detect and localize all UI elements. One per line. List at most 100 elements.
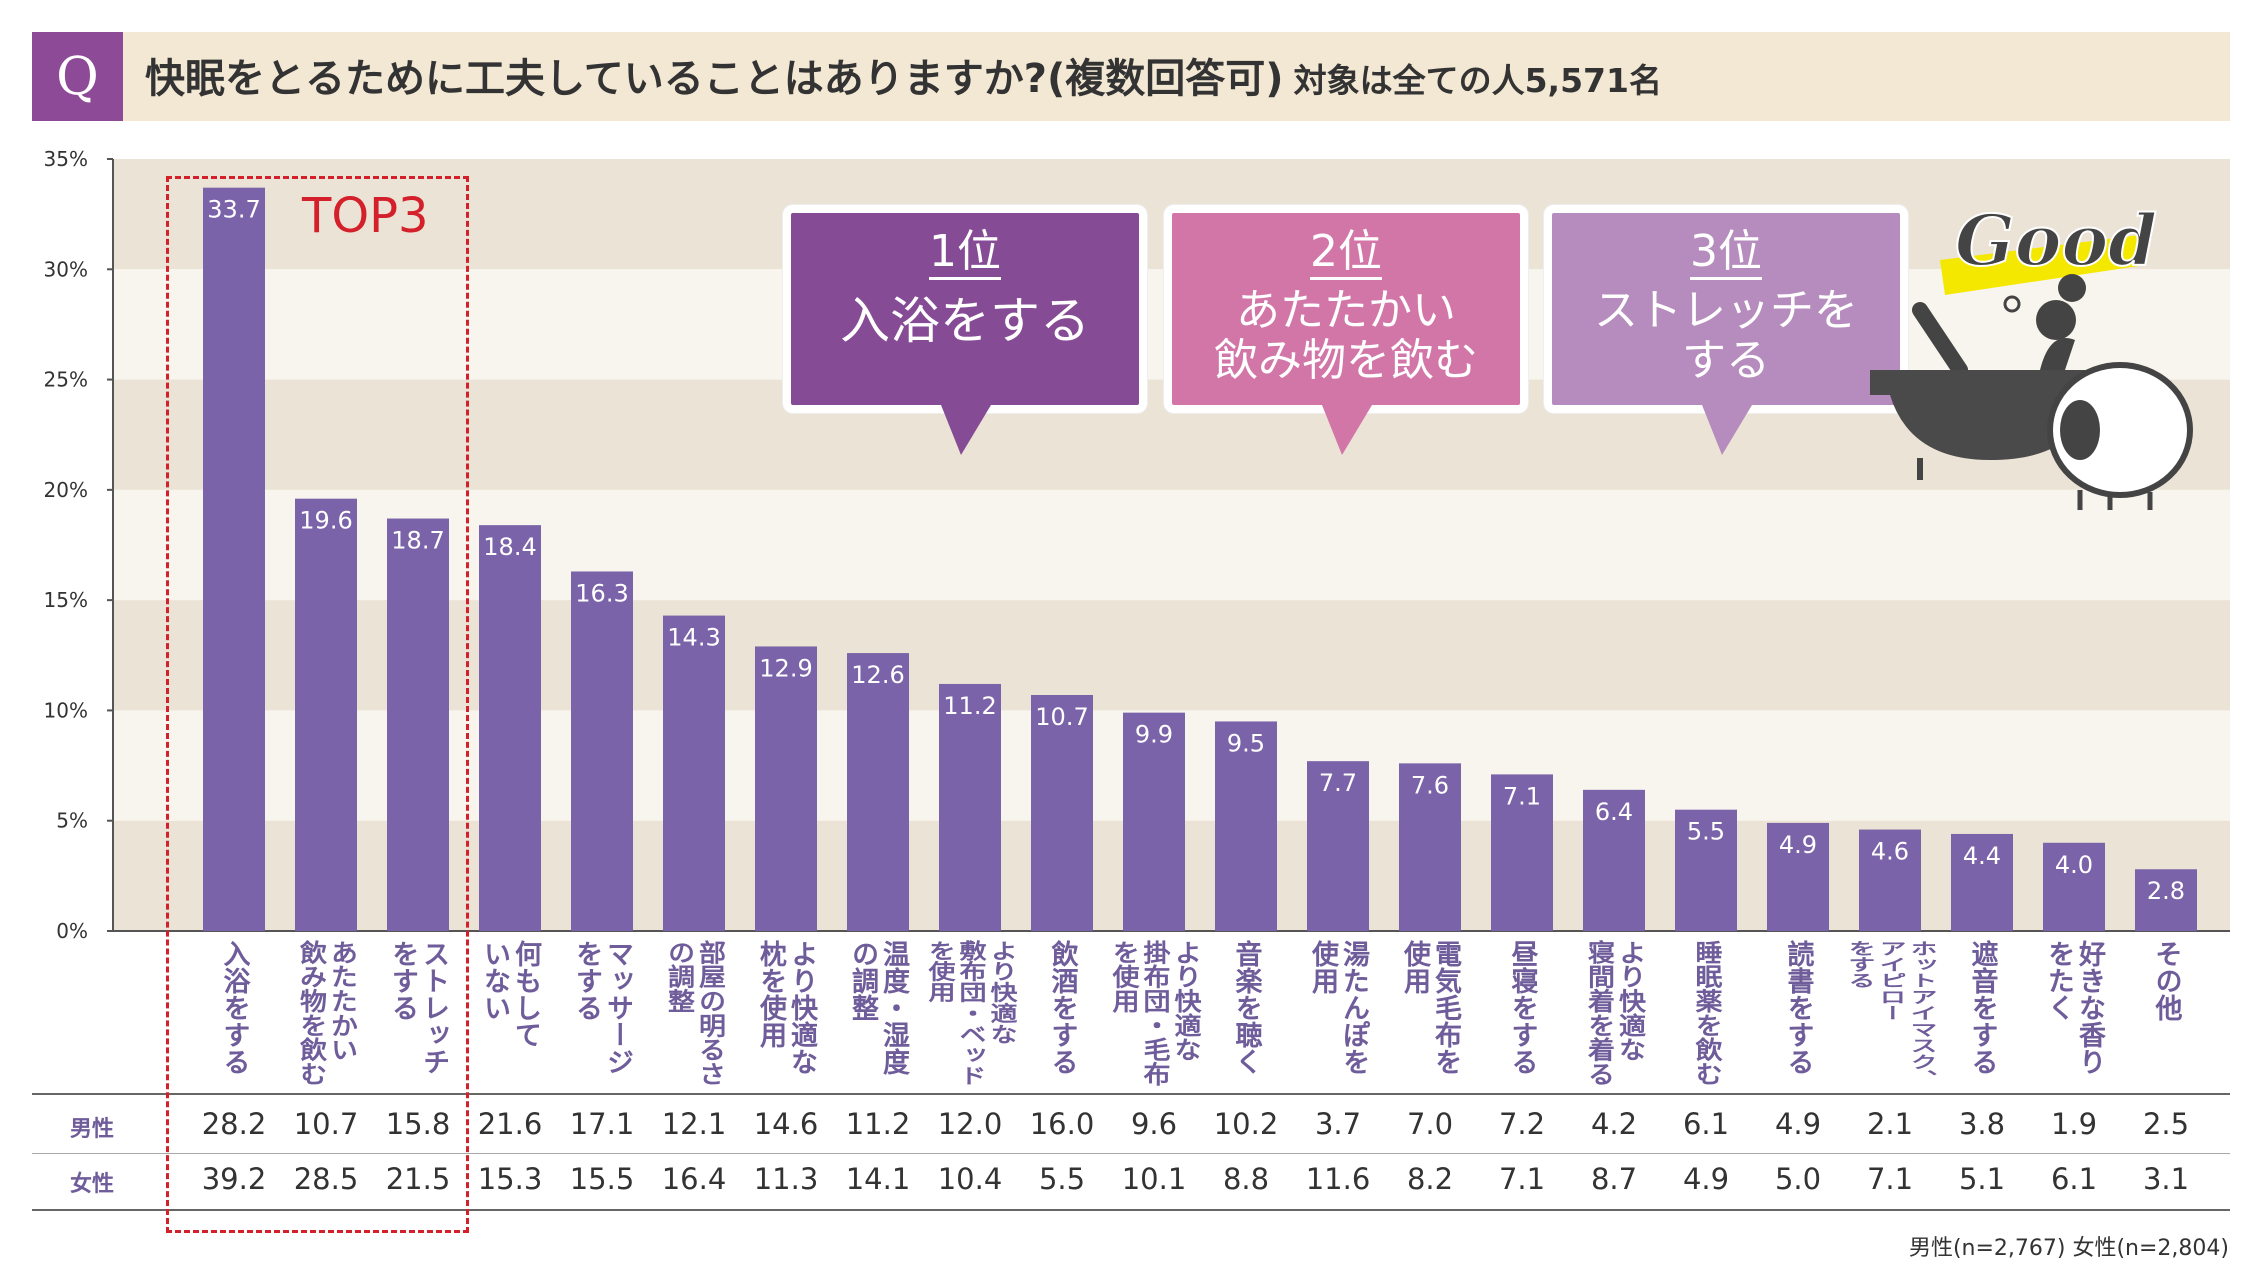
bar [755, 646, 817, 931]
bar-value-label: 7.7 [1319, 769, 1357, 797]
table-cell: 10.1 [1121, 1162, 1187, 1196]
question-subtitle: 対象は全ての人5,571名 [1293, 61, 1662, 100]
table-cell: 8.7 [1590, 1162, 1638, 1196]
q-badge: Q [32, 32, 123, 121]
bar [295, 498, 357, 931]
bar [663, 615, 725, 931]
x-tick-label: 温度・湿度 の調整 [847, 940, 909, 1075]
table-cell: 9.6 [1130, 1107, 1178, 1141]
bar-value-label: 33.7 [207, 196, 260, 224]
bar-value-label: 11.2 [943, 692, 996, 720]
bar-value-label: 9.5 [1227, 729, 1265, 757]
bar-value-label: 7.1 [1503, 782, 1541, 810]
table-cell: 12.1 [661, 1107, 727, 1141]
callout-tail [1322, 405, 1372, 455]
x-tick-label: あたたかい 飲み物を飲む [295, 940, 357, 1086]
table-cell: 16.0 [1029, 1107, 1095, 1141]
table-cell: 2.5 [2142, 1107, 2190, 1141]
bar-value-label: 9.9 [1135, 721, 1173, 749]
background-band [113, 600, 2230, 711]
bar [1583, 789, 1645, 931]
table-cell: 10.2 [1213, 1107, 1279, 1141]
x-tick-label: 飲酒をする [1046, 940, 1078, 1075]
bar [1031, 694, 1093, 931]
table-cell: 15.3 [477, 1162, 543, 1196]
bar-value-label: 19.6 [299, 507, 352, 535]
x-tick-label: 読書をする [1782, 940, 1814, 1075]
y-tick-label: 20% [44, 478, 88, 502]
y-tick-label: 35% [44, 147, 88, 171]
table-cell: 3.8 [1958, 1107, 2006, 1141]
rank-label: 1位 [929, 227, 1001, 280]
bar [1307, 761, 1369, 931]
x-tick-label: より快適な 敷布団・ベッド を使用 [923, 940, 1017, 1086]
bar-value-label: 6.4 [1595, 798, 1633, 826]
table-cell: 3.1 [2142, 1162, 2190, 1196]
rank-label: 3位 [1690, 227, 1762, 280]
table-cell: 7.1 [1498, 1162, 1546, 1196]
bar-value-label: 4.6 [1871, 838, 1909, 866]
callout-tail [941, 405, 991, 455]
x-tick-label: より快適な 寝間着を着る [1583, 940, 1645, 1086]
bar [1859, 829, 1921, 931]
y-tick-label: 10% [44, 698, 88, 722]
bar [203, 187, 265, 931]
bar-value-label: 10.7 [1035, 703, 1088, 731]
rank-label: 2位 [1310, 227, 1382, 280]
rank-text: ストレッチを する [1594, 285, 1858, 386]
table-cell: 14.1 [845, 1162, 911, 1196]
table-cell: 4.9 [1682, 1162, 1730, 1196]
bar-value-label: 4.0 [2055, 851, 2093, 879]
top3-label: TOP3 [302, 188, 429, 244]
bar-value-label: 5.5 [1687, 818, 1725, 846]
question-text: 快眠をとるために工夫していることはありますか?(複数回答可) [145, 56, 1284, 102]
bar [1215, 721, 1277, 931]
bar-value-label: 18.4 [483, 533, 536, 561]
table-cell: 6.1 [2050, 1162, 2098, 1196]
y-tick-label: 0% [56, 919, 88, 943]
table-cell: 11.3 [753, 1162, 819, 1196]
bar [479, 525, 541, 931]
table-cell: 17.1 [569, 1107, 635, 1141]
table-cell: 1.9 [2050, 1107, 2098, 1141]
bar-value-label: 18.7 [391, 527, 444, 555]
table-cell: 4.9 [1774, 1107, 1822, 1141]
table-cell: 21.6 [477, 1107, 543, 1141]
header-bar [32, 32, 2230, 121]
bar [2135, 869, 2197, 931]
table-cell: 5.0 [1774, 1162, 1822, 1196]
bar [939, 683, 1001, 931]
table-cell: 8.8 [1222, 1162, 1270, 1196]
bar [1123, 712, 1185, 931]
x-tick-label: 睡眠薬を飲む [1690, 940, 1722, 1086]
x-tick-label: 部屋の明るさ の調整 [663, 940, 725, 1086]
divider [32, 1153, 2230, 1154]
x-tick-label: 昼寝をする [1506, 940, 1538, 1075]
table-cell: 5.5 [1038, 1162, 1086, 1196]
x-tick-label: 遮音をする [1966, 940, 1998, 1075]
table-cell: 7.2 [1498, 1107, 1546, 1141]
table-cell: 28.5 [293, 1162, 359, 1196]
bar [1767, 822, 1829, 931]
bar-value-label: 12.9 [759, 654, 812, 682]
person-icon [2003, 274, 2086, 370]
x-tick-label: ホットアイマスク、 アイピロー をする [1843, 940, 1937, 1086]
bar-value-label: 16.3 [575, 579, 628, 607]
table-cell: 12.0 [937, 1107, 1003, 1141]
table-cell: 11.6 [1305, 1162, 1371, 1196]
bar-value-label: 7.6 [1411, 771, 1449, 799]
table-cell: 39.2 [201, 1162, 267, 1196]
x-tick-label: ストレッチ をする [387, 940, 449, 1075]
x-tick-label: 好きな香り をたく [2043, 940, 2105, 1075]
x-tick-label: 湯たんぽを 使用 [1307, 940, 1369, 1075]
x-tick-label: 何もして いない [479, 940, 541, 1048]
divider [32, 1209, 2230, 1211]
table-cell: 4.2 [1590, 1107, 1638, 1141]
callout-rank-1: 1位 入浴をする [783, 205, 1147, 455]
table-cell: 2.1 [1866, 1107, 1914, 1141]
bar-value-label: 4.9 [1779, 831, 1817, 859]
sheep-icon [2047, 362, 2193, 510]
callout-rank-3: 3位 ストレッチを する [1544, 205, 1908, 455]
bar-value-label: 4.4 [1963, 842, 2001, 870]
y-tick-label: 30% [44, 257, 88, 281]
